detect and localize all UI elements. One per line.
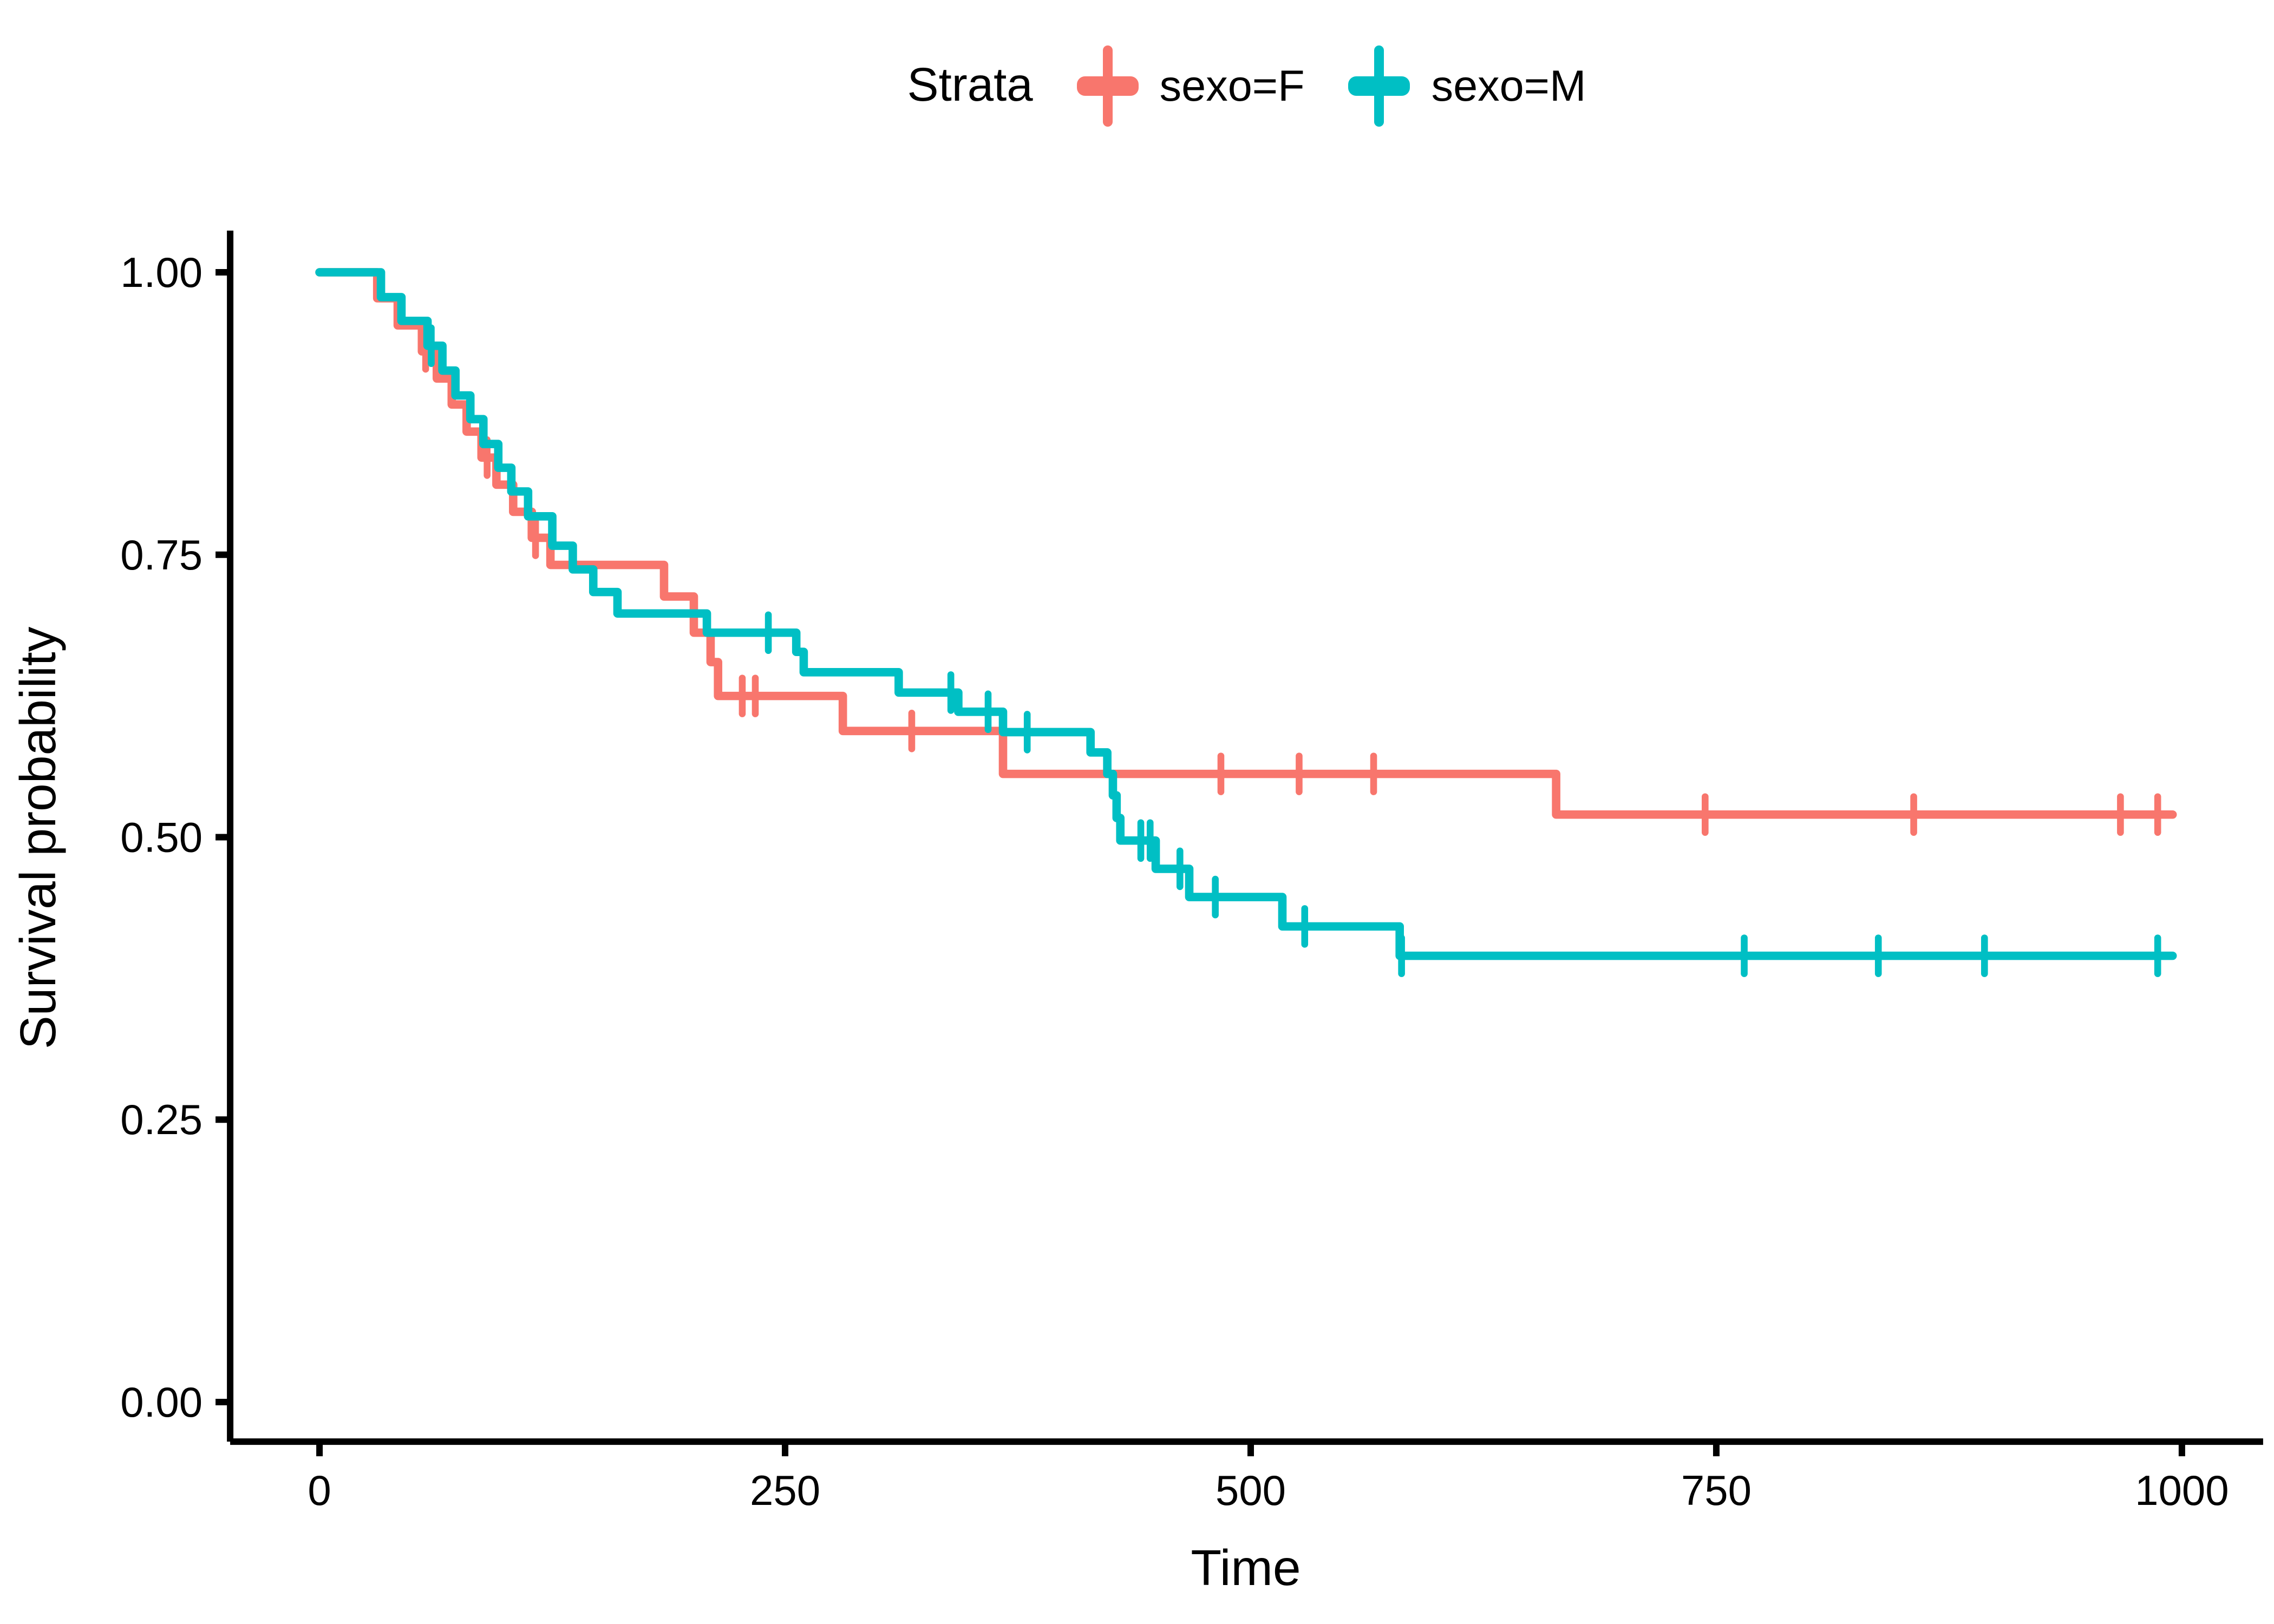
- legend-item-sexo-f: sexo=F: [1075, 41, 1305, 132]
- legend-key-plus-icon-m: [1347, 41, 1412, 132]
- y-tick-label: 0.50: [120, 814, 202, 861]
- legend: Strata sexo=F sexo=M: [231, 39, 2263, 133]
- survival-curve-sexo=F: [315, 268, 2177, 819]
- x-tick-label: 750: [1681, 1466, 1752, 1514]
- legend-key-plus-icon-f: [1075, 41, 1140, 132]
- curves-layer: [315, 268, 2177, 977]
- axes-layer: 0 250 500 750 1000 0.00 0.25 0.50 0.75 1.00: [120, 231, 2263, 1514]
- legend-title: Strata: [907, 59, 1033, 112]
- survival-curve-sexo=M: [315, 268, 2177, 960]
- y-tick-label: 0.25: [120, 1096, 202, 1143]
- x-axis-title: Time: [1191, 1540, 1301, 1596]
- legend-item-sexo-m: sexo=M: [1347, 41, 1586, 132]
- y-tick-label: 0.75: [120, 531, 202, 579]
- x-tick-label: 500: [1216, 1466, 1286, 1514]
- legend-label-sexo-m: sexo=M: [1431, 61, 1586, 110]
- y-tick-label: 0.00: [120, 1378, 202, 1426]
- x-tick-label: 1000: [2135, 1466, 2229, 1514]
- legend-label-sexo-f: sexo=F: [1159, 61, 1305, 110]
- y-tick-label: 1.00: [120, 248, 202, 296]
- x-tick-label: 0: [308, 1466, 331, 1514]
- y-axis-title: Survival probability: [10, 626, 66, 1049]
- x-tick-label: 250: [750, 1466, 820, 1514]
